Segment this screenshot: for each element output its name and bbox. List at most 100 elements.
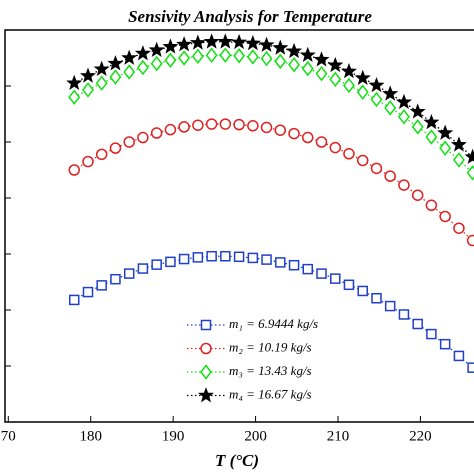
- marker: [178, 121, 190, 133]
- x-tick-label: 220: [409, 428, 432, 444]
- marker: [247, 120, 259, 132]
- x-tick-label: 70: [1, 428, 16, 444]
- marker: [466, 234, 474, 247]
- marker: [315, 136, 328, 148]
- x-tick-label: 190: [162, 428, 185, 444]
- marker: [220, 250, 231, 262]
- marker: [260, 121, 273, 134]
- marker: [164, 52, 177, 68]
- x-tick-label: 180: [79, 428, 102, 444]
- marker: [384, 170, 396, 182]
- marker: [425, 129, 438, 145]
- series-line: [73, 123, 474, 242]
- marker: [343, 279, 355, 291]
- marker: [176, 36, 193, 52]
- marker: [384, 300, 396, 312]
- marker: [136, 59, 149, 76]
- marker: [384, 100, 397, 116]
- plot-frame: [4, 29, 474, 423]
- marker: [453, 222, 465, 234]
- marker: [340, 63, 357, 79]
- marker: [217, 33, 234, 49]
- marker: [95, 75, 108, 91]
- marker: [329, 141, 342, 154]
- marker: [258, 36, 275, 52]
- marker: [68, 89, 81, 105]
- marker: [313, 51, 330, 67]
- marker: [356, 154, 369, 167]
- legend-marker: [197, 387, 215, 403]
- marker: [82, 286, 94, 298]
- marker: [260, 50, 273, 67]
- marker: [205, 118, 218, 130]
- marker: [79, 67, 97, 83]
- marker: [150, 55, 163, 72]
- legend-marker: [200, 342, 212, 355]
- marker: [425, 199, 438, 212]
- marker: [219, 47, 232, 63]
- marker: [164, 123, 177, 136]
- marker: [301, 131, 314, 144]
- marker: [82, 155, 94, 168]
- marker: [274, 53, 287, 70]
- marker: [151, 259, 162, 270]
- marker: [121, 49, 138, 65]
- marker: [398, 179, 410, 191]
- marker: [123, 268, 135, 279]
- marker: [178, 253, 190, 265]
- marker: [288, 56, 301, 73]
- marker: [162, 38, 179, 54]
- marker: [354, 69, 371, 85]
- marker: [66, 74, 83, 91]
- marker: [453, 350, 465, 362]
- marker: [371, 292, 382, 304]
- marker: [409, 103, 426, 119]
- marker: [466, 165, 474, 181]
- marker: [395, 93, 412, 110]
- legend-marker: [200, 319, 212, 331]
- marker: [189, 34, 206, 50]
- marker: [233, 118, 245, 131]
- marker: [356, 84, 369, 100]
- marker: [302, 263, 313, 275]
- marker: [343, 148, 355, 160]
- marker: [82, 82, 94, 98]
- marker: [246, 49, 259, 65]
- marker: [203, 33, 220, 49]
- marker: [233, 251, 245, 263]
- marker: [150, 127, 163, 139]
- marker: [370, 162, 383, 175]
- marker: [370, 91, 383, 108]
- legend-label: m₄ = 16.67 kg/s: [229, 386, 312, 401]
- marker: [357, 285, 368, 297]
- marker: [368, 77, 385, 93]
- marker: [329, 71, 342, 88]
- marker: [343, 77, 355, 94]
- legend-marker: [200, 364, 212, 380]
- marker: [288, 259, 300, 271]
- marker: [107, 55, 124, 71]
- legend-label: m₂ = 10.19 kg/s: [229, 339, 312, 354]
- marker: [192, 252, 204, 263]
- x-tick-label: 200: [244, 428, 267, 444]
- marker: [231, 33, 248, 50]
- marker: [109, 69, 122, 85]
- marker: [450, 136, 467, 152]
- marker: [219, 118, 232, 130]
- marker: [137, 263, 149, 274]
- marker: [95, 148, 108, 161]
- marker: [439, 140, 452, 156]
- marker: [148, 41, 165, 57]
- marker: [411, 189, 424, 201]
- marker: [123, 64, 136, 80]
- marker: [327, 56, 344, 73]
- marker: [275, 257, 286, 268]
- marker: [412, 318, 423, 330]
- marker: [288, 127, 300, 140]
- marker: [272, 39, 289, 55]
- marker: [411, 119, 424, 135]
- marker: [286, 42, 303, 59]
- marker: [134, 45, 151, 61]
- marker: [137, 131, 149, 144]
